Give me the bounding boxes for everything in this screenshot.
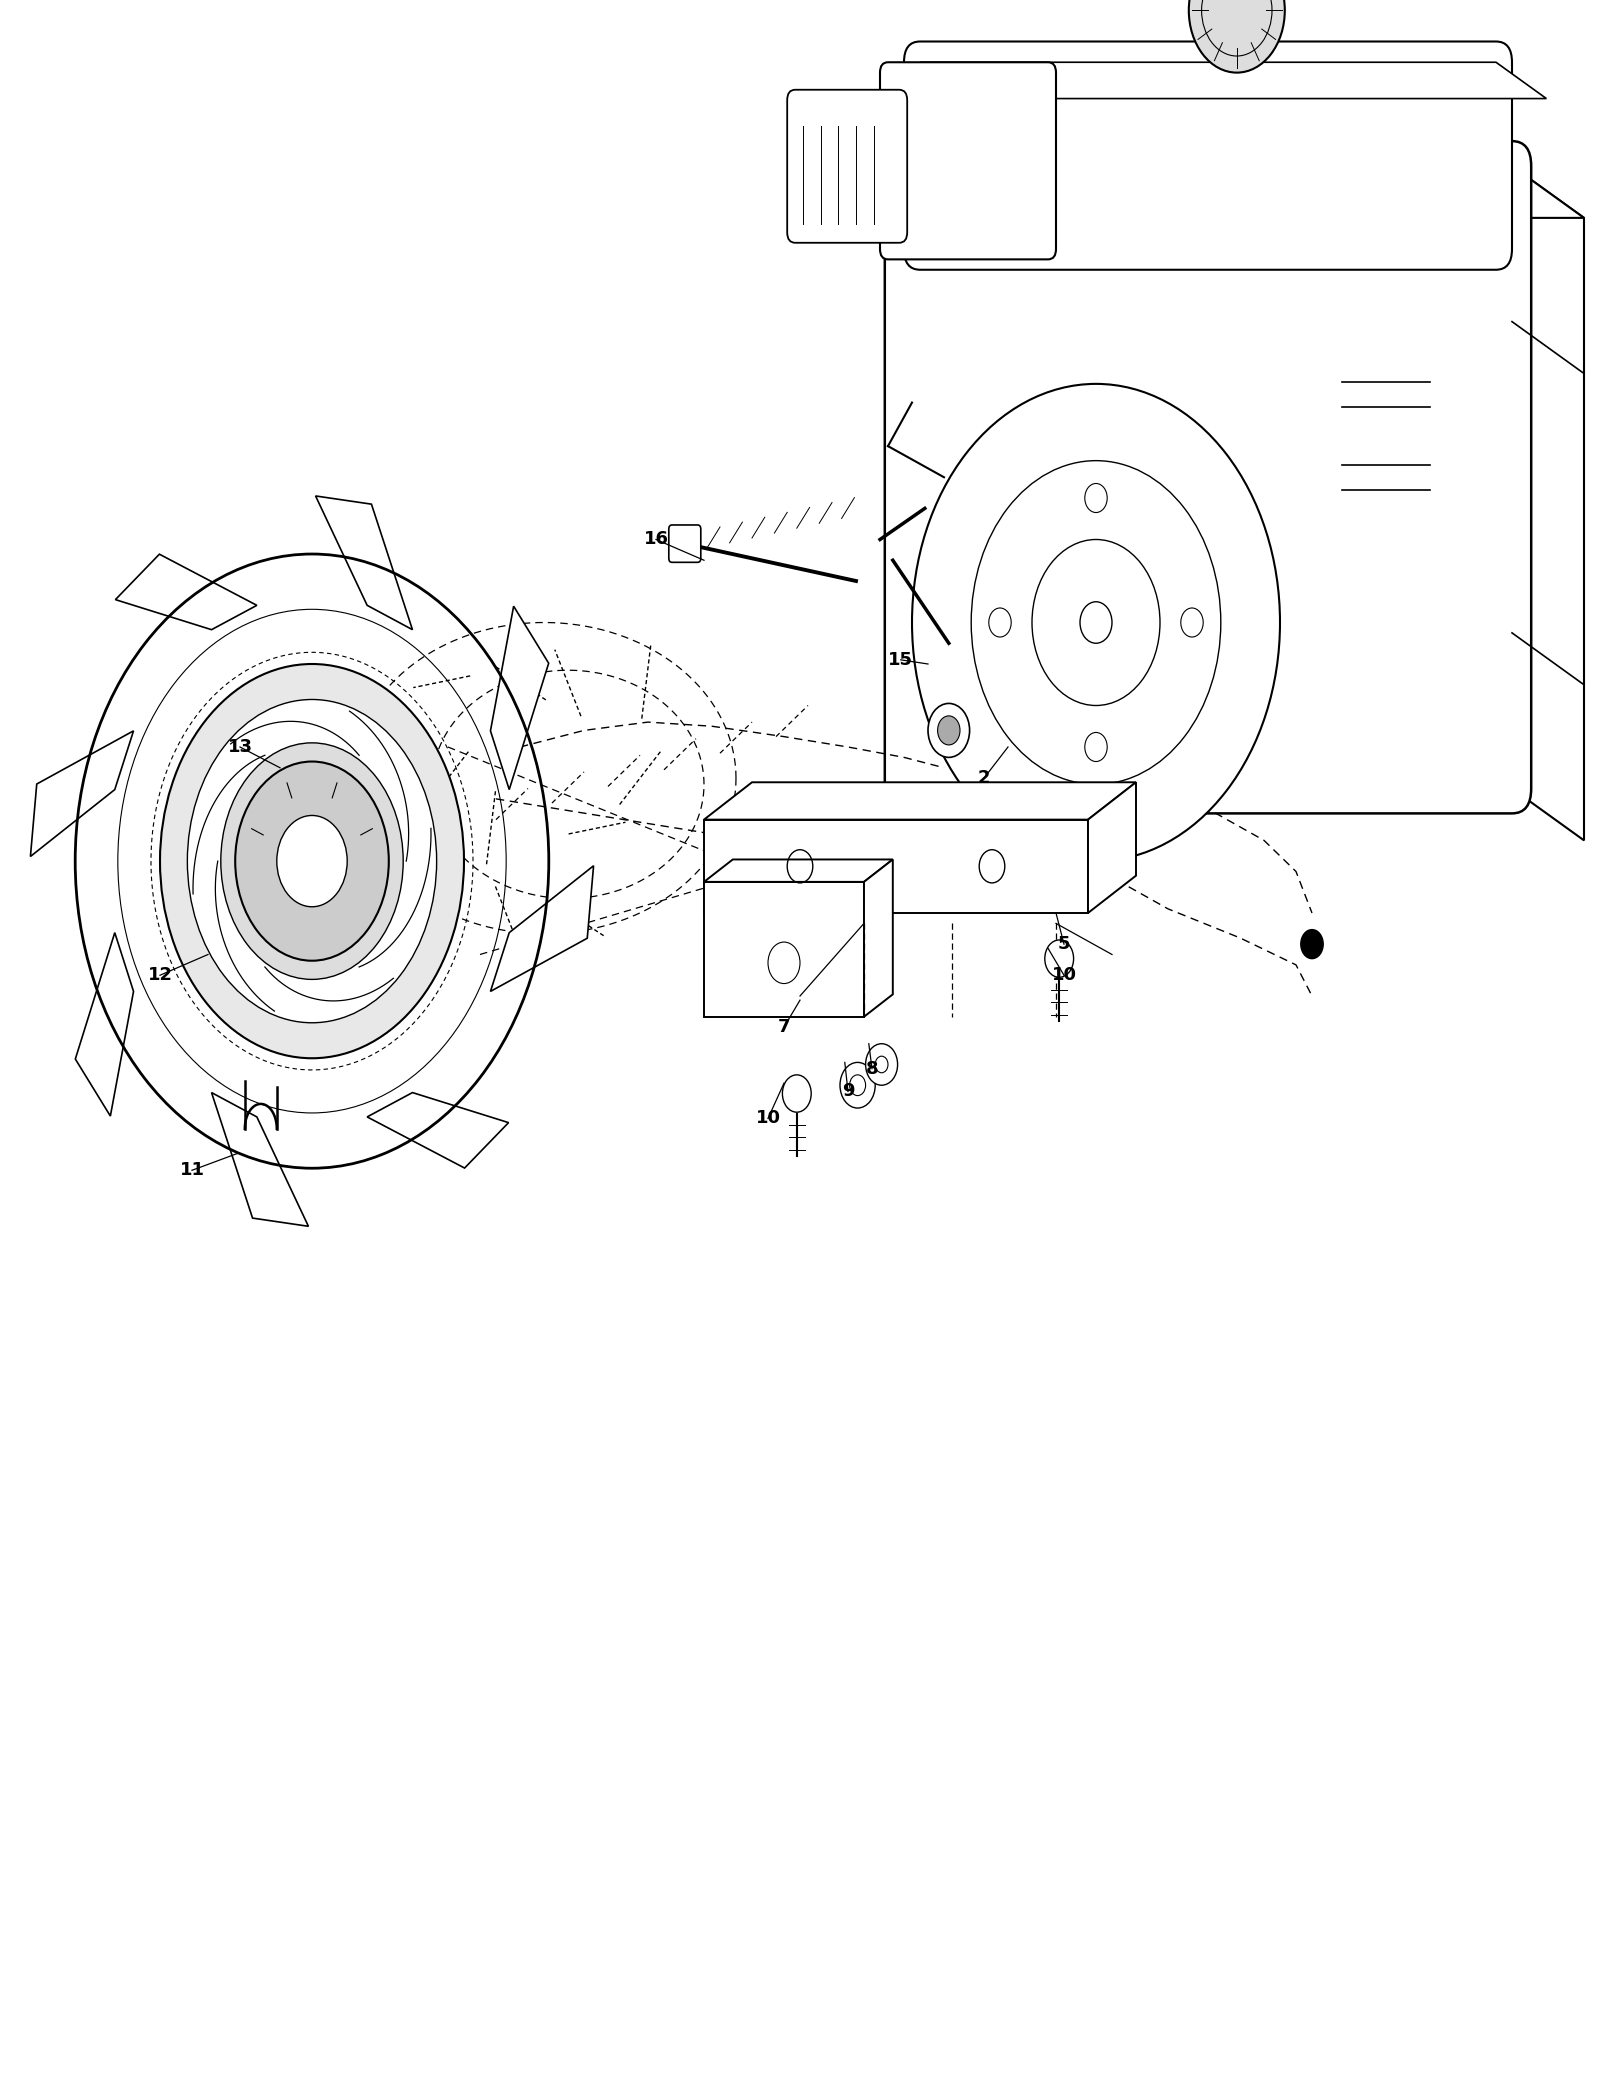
- Circle shape: [187, 699, 437, 1023]
- FancyBboxPatch shape: [880, 62, 1056, 259]
- Text: 10: 10: [755, 1110, 781, 1127]
- Polygon shape: [75, 932, 133, 1116]
- Polygon shape: [864, 859, 893, 1017]
- Circle shape: [850, 1075, 866, 1096]
- Polygon shape: [704, 882, 864, 1017]
- Circle shape: [1189, 0, 1285, 73]
- Circle shape: [912, 384, 1280, 861]
- Circle shape: [235, 762, 389, 961]
- Polygon shape: [904, 166, 1584, 218]
- Text: 15: 15: [888, 652, 914, 668]
- Circle shape: [938, 716, 960, 745]
- Text: 12: 12: [147, 967, 173, 984]
- Polygon shape: [1088, 782, 1136, 913]
- FancyBboxPatch shape: [885, 141, 1531, 813]
- Polygon shape: [366, 1094, 509, 1168]
- Polygon shape: [211, 1094, 309, 1226]
- Circle shape: [928, 703, 970, 757]
- Polygon shape: [30, 730, 133, 857]
- Circle shape: [1301, 930, 1323, 959]
- Circle shape: [277, 815, 347, 907]
- Polygon shape: [1512, 166, 1584, 840]
- Text: 8: 8: [866, 1060, 878, 1077]
- Text: 11: 11: [179, 1162, 205, 1179]
- Polygon shape: [704, 859, 893, 882]
- Circle shape: [1080, 602, 1112, 643]
- Circle shape: [221, 743, 403, 979]
- Text: 5: 5: [1058, 936, 1070, 952]
- FancyBboxPatch shape: [669, 525, 701, 562]
- Polygon shape: [491, 606, 549, 791]
- FancyBboxPatch shape: [787, 89, 907, 243]
- Circle shape: [782, 1075, 811, 1112]
- Circle shape: [1045, 940, 1074, 977]
- Polygon shape: [704, 782, 1136, 820]
- Circle shape: [160, 664, 464, 1058]
- Text: 2: 2: [978, 770, 990, 786]
- Polygon shape: [491, 865, 594, 992]
- Circle shape: [875, 1056, 888, 1073]
- Polygon shape: [115, 554, 258, 629]
- Text: 10: 10: [1051, 967, 1077, 984]
- Polygon shape: [704, 820, 1088, 913]
- Polygon shape: [315, 496, 413, 629]
- Text: 16: 16: [643, 531, 669, 548]
- Text: 9: 9: [842, 1083, 854, 1100]
- Polygon shape: [920, 62, 1546, 100]
- Text: 13: 13: [227, 739, 253, 755]
- Text: 7: 7: [778, 1019, 790, 1035]
- Circle shape: [866, 1044, 898, 1085]
- Circle shape: [840, 1062, 875, 1108]
- FancyBboxPatch shape: [904, 42, 1512, 270]
